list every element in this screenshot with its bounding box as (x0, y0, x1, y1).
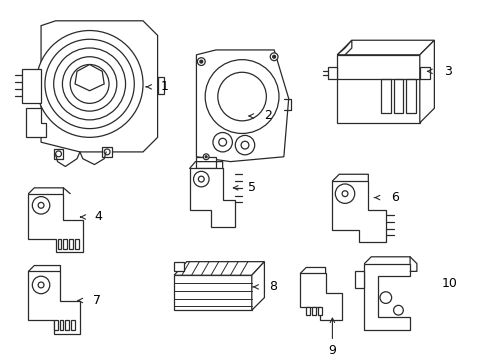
Bar (381, 79, 391, 113)
Bar (312, 307, 316, 315)
Bar (54, 320, 57, 330)
Polygon shape (174, 262, 265, 275)
Polygon shape (158, 77, 164, 94)
Text: 6: 6 (391, 191, 398, 204)
Polygon shape (252, 262, 265, 310)
Polygon shape (337, 40, 352, 55)
Bar (406, 79, 416, 113)
Polygon shape (28, 194, 83, 252)
Circle shape (32, 276, 50, 294)
Circle shape (198, 176, 204, 182)
Circle shape (194, 171, 209, 187)
Text: 10: 10 (442, 276, 458, 289)
Circle shape (38, 282, 44, 288)
Circle shape (203, 154, 209, 160)
Circle shape (104, 149, 110, 155)
Polygon shape (54, 149, 63, 159)
Circle shape (218, 72, 267, 121)
Polygon shape (28, 271, 80, 333)
Bar (57, 239, 61, 249)
Polygon shape (102, 147, 112, 157)
Circle shape (393, 305, 403, 315)
Polygon shape (420, 40, 434, 123)
Polygon shape (337, 55, 420, 123)
Polygon shape (75, 64, 104, 91)
Polygon shape (300, 273, 342, 320)
Circle shape (62, 57, 117, 111)
Bar (393, 79, 403, 113)
Polygon shape (174, 275, 252, 310)
Circle shape (241, 141, 249, 149)
Circle shape (56, 151, 61, 157)
Text: 5: 5 (248, 181, 256, 194)
Polygon shape (22, 69, 41, 103)
Circle shape (38, 202, 44, 208)
Circle shape (200, 60, 203, 63)
Circle shape (205, 60, 279, 134)
Circle shape (380, 292, 392, 303)
Circle shape (197, 58, 205, 66)
Polygon shape (174, 262, 184, 271)
Circle shape (270, 53, 278, 60)
Polygon shape (196, 157, 216, 168)
Bar (69, 239, 73, 249)
Circle shape (213, 132, 232, 152)
Circle shape (335, 184, 355, 203)
Polygon shape (355, 271, 365, 288)
Polygon shape (332, 181, 386, 242)
Polygon shape (190, 168, 235, 227)
Circle shape (235, 135, 255, 155)
Text: 3: 3 (444, 65, 452, 78)
Text: 9: 9 (328, 344, 336, 357)
Polygon shape (337, 40, 434, 55)
Polygon shape (420, 67, 430, 79)
Polygon shape (365, 264, 410, 330)
Text: 7: 7 (93, 294, 100, 307)
Polygon shape (196, 50, 289, 162)
Text: 2: 2 (265, 109, 272, 122)
Text: 1: 1 (161, 80, 169, 93)
Circle shape (36, 31, 143, 138)
Polygon shape (41, 21, 158, 152)
Circle shape (70, 64, 109, 103)
Polygon shape (26, 108, 46, 138)
Bar (63, 239, 67, 249)
Circle shape (54, 48, 125, 120)
Bar (306, 307, 310, 315)
Text: 8: 8 (270, 280, 277, 293)
Text: 4: 4 (95, 211, 102, 224)
Bar (59, 320, 63, 330)
Circle shape (32, 197, 50, 214)
Polygon shape (327, 67, 337, 79)
Circle shape (45, 39, 134, 129)
Circle shape (342, 191, 348, 197)
Bar (318, 307, 322, 315)
Circle shape (205, 156, 207, 158)
Circle shape (219, 138, 226, 146)
Bar (65, 320, 69, 330)
Bar (75, 239, 79, 249)
Circle shape (272, 55, 275, 58)
Bar (71, 320, 75, 330)
